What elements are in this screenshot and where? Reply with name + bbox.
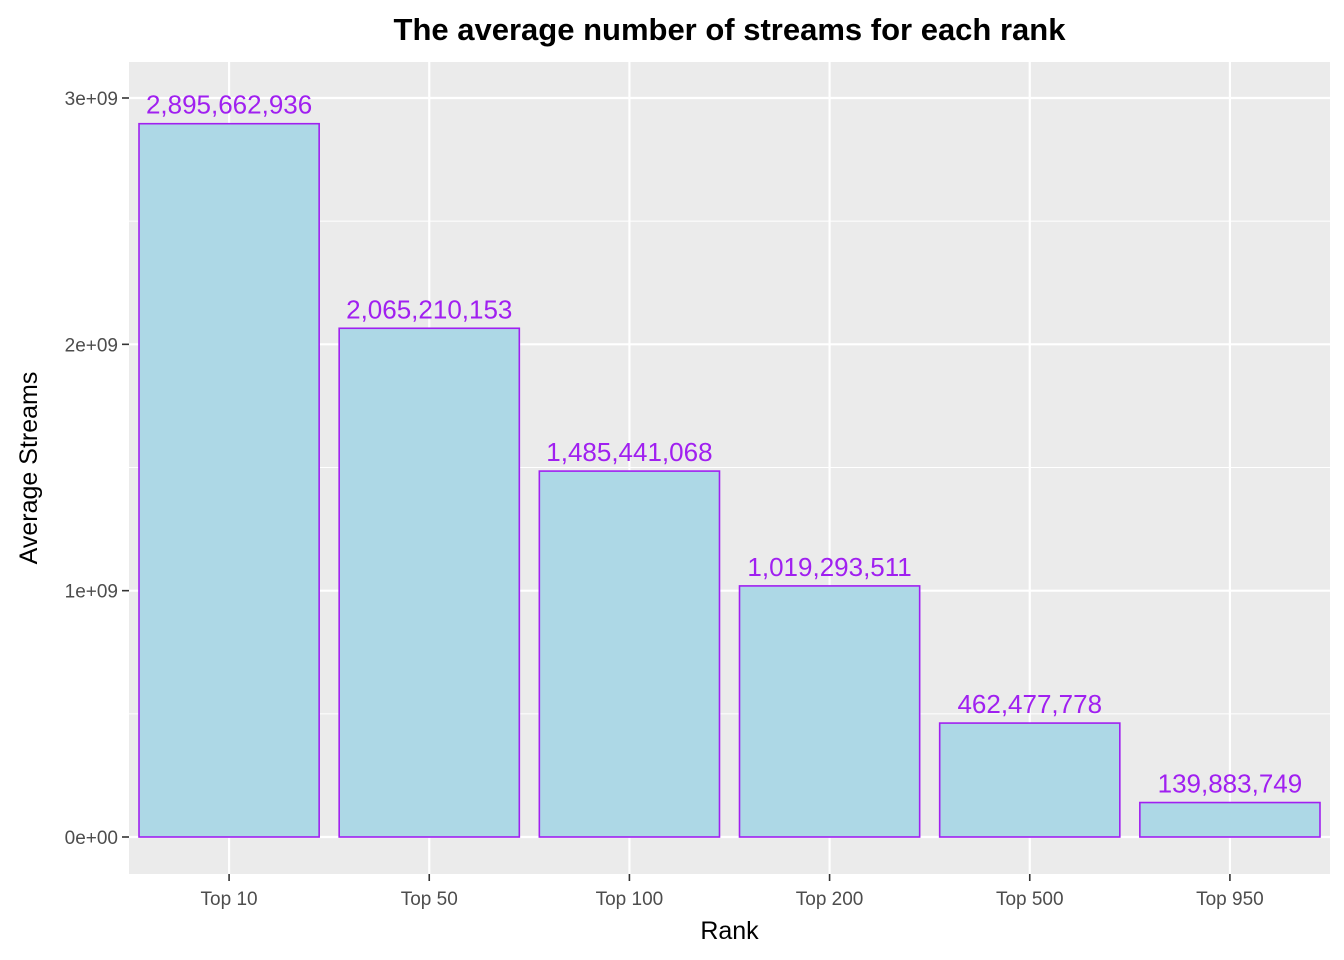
bar-top-500 xyxy=(938,722,1121,838)
data-label: 2,065,210,153 xyxy=(346,294,512,324)
minor-gridlines xyxy=(129,220,1330,715)
bar-top-100 xyxy=(538,470,721,838)
data-label: 2,895,662,936 xyxy=(146,90,312,120)
x-tick-label: Top 50 xyxy=(401,889,458,910)
y-tick-label: 3e+09 xyxy=(65,89,118,110)
bar-top-950 xyxy=(1139,801,1321,838)
y-tick-label: 2e+09 xyxy=(65,335,118,356)
x-tick-label: Top 200 xyxy=(796,889,864,910)
data-label: 1,019,293,511 xyxy=(747,552,911,582)
chart-title: The average number of streams for each r… xyxy=(394,12,1067,47)
y-axis-title: Average Streams xyxy=(15,372,43,565)
y-tick-label: 0e+00 xyxy=(65,828,118,849)
bar-top-200 xyxy=(738,585,921,838)
bar-top-10 xyxy=(138,122,320,838)
data-labels: 2,895,662,936 2,065,210,153 1,485,441,068 1… xyxy=(146,90,1302,799)
data-label: 1,485,441,068 xyxy=(546,437,712,467)
x-tick-label: Top 500 xyxy=(996,889,1064,910)
x-axis: Top 10 Top 50 Top 100 Top 200 Top 500 Top 950 xyxy=(201,874,1264,910)
bars xyxy=(138,122,1321,838)
y-axis: 0e+00 1e+09 2e+09 3e+09 xyxy=(65,89,129,849)
data-label: 139,883,749 xyxy=(1158,769,1303,799)
y-tick-label: 1e+09 xyxy=(65,582,118,603)
x-tick-label: Top 100 xyxy=(596,889,664,910)
x-tick-label: Top 950 xyxy=(1196,889,1264,910)
bar-top-50 xyxy=(338,327,521,838)
data-label: 462,477,778 xyxy=(957,689,1102,719)
x-axis-title: Rank xyxy=(700,917,759,945)
x-tick-label: Top 10 xyxy=(201,889,258,910)
